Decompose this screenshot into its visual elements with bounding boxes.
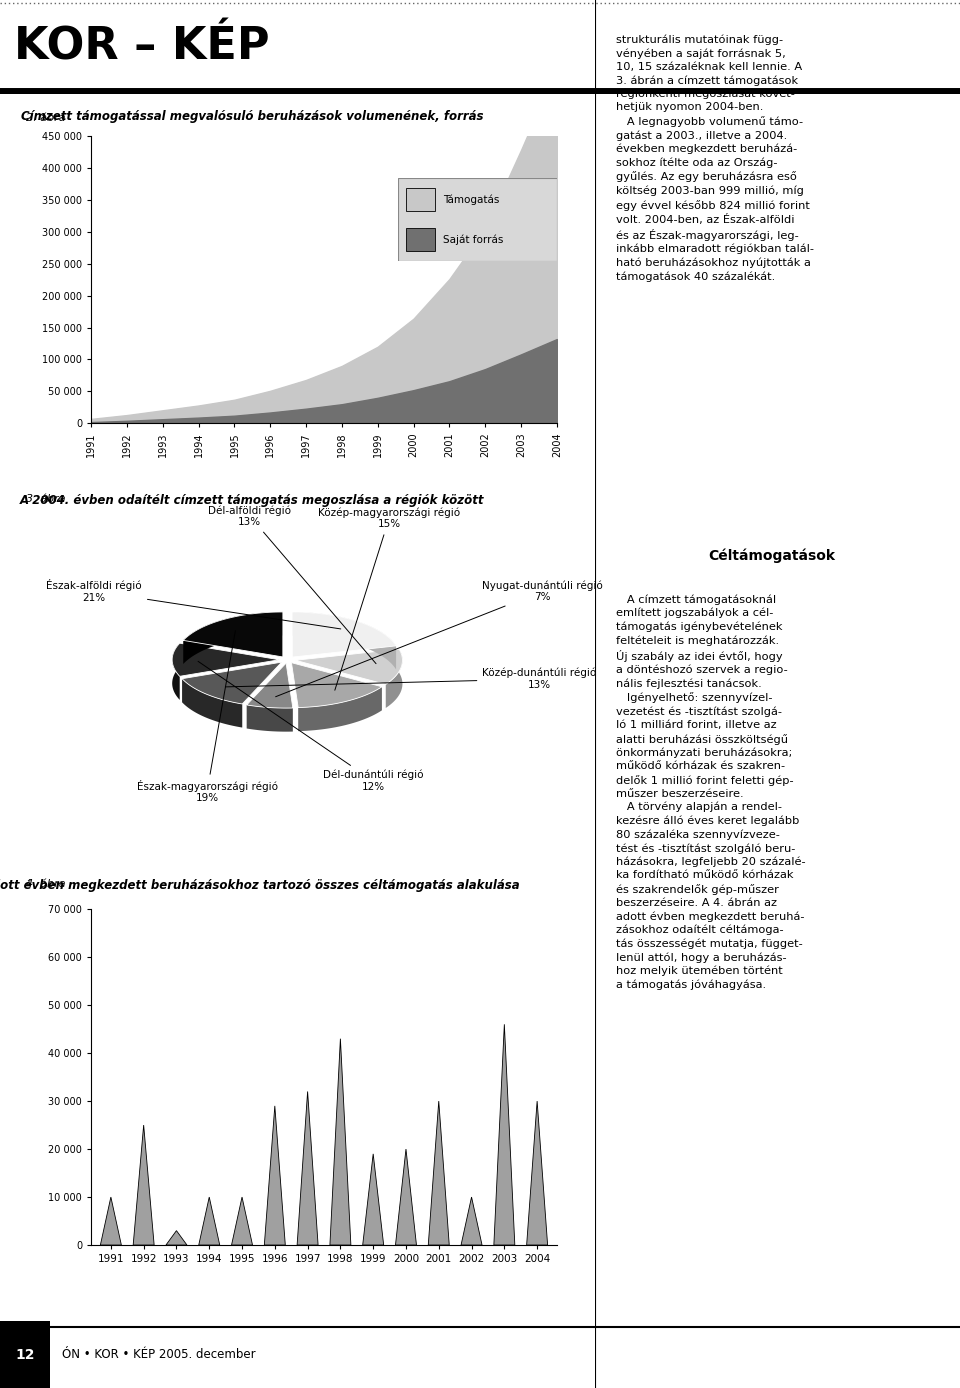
Text: strukturális mutatóinak függ-
vényében a saját forrásnak 5,
10, 15 százaléknak k: strukturális mutatóinak függ- vényében a… [616, 35, 814, 282]
Text: Adott évben megkezdett beruházásokhoz tartozó összes céltámogatás alakulása: Adott évben megkezdett beruházásokhoz ta… [0, 879, 520, 892]
Polygon shape [182, 679, 242, 727]
Text: Nyugat-dunántúli régió
7%: Nyugat-dunántúli régió 7% [276, 580, 603, 697]
Polygon shape [386, 650, 402, 708]
Text: 3. ábra: 3. ábra [26, 494, 65, 504]
Polygon shape [183, 612, 283, 663]
Text: Dél-alföldi régió
13%: Dél-alföldi régió 13% [208, 505, 376, 663]
Polygon shape [247, 663, 293, 708]
Text: Észak-magyarországi régió
19%: Észak-magyarországi régió 19% [136, 630, 277, 804]
Text: (millió Ft): (millió Ft) [220, 186, 285, 198]
Polygon shape [101, 1196, 121, 1245]
Polygon shape [199, 1196, 220, 1245]
Polygon shape [296, 650, 402, 684]
Polygon shape [172, 643, 279, 676]
Text: Észak-alföldi régió
21%: Észak-alföldi régió 21% [46, 579, 341, 629]
Bar [406, 187, 435, 211]
Polygon shape [461, 1196, 482, 1245]
Text: Közép-dunántúli régió
13%: Közép-dunántúli régió 13% [226, 668, 596, 690]
Polygon shape [264, 1106, 285, 1245]
Text: Közép-magyarországi régió
15%: Közép-magyarországi régió 15% [318, 507, 460, 690]
Polygon shape [247, 705, 293, 731]
Polygon shape [363, 1153, 384, 1245]
Polygon shape [396, 1149, 417, 1245]
Polygon shape [172, 643, 180, 700]
Polygon shape [183, 612, 283, 657]
Text: Céltámogatások: Céltámogatások [708, 548, 835, 562]
Text: (millió Ft-ban): (millió Ft-ban) [205, 911, 300, 923]
Polygon shape [166, 1231, 187, 1245]
Polygon shape [299, 687, 382, 731]
Polygon shape [182, 662, 281, 704]
Text: Támogatás: Támogatás [443, 194, 499, 204]
Polygon shape [292, 612, 396, 657]
Text: Dél-dunántúli régió
12%: Dél-dunántúli régió 12% [198, 661, 423, 793]
Polygon shape [493, 1024, 515, 1245]
Polygon shape [292, 612, 396, 669]
Text: 2. ábra: 2. ábra [26, 114, 65, 124]
Bar [406, 228, 435, 251]
Polygon shape [428, 1101, 449, 1245]
Text: A 2004. évben odaítélt címzett támogatás megoszlása a régiók között: A 2004. évben odaítélt címzett támogatás… [20, 494, 485, 508]
Text: ÓN • KOR • KÉP 2005. december: ÓN • KOR • KÉP 2005. december [62, 1348, 256, 1362]
Polygon shape [297, 1091, 318, 1245]
Polygon shape [133, 1126, 155, 1245]
Polygon shape [292, 662, 382, 708]
Text: Címzett támogatással megvalósuló beruházások volumenének, forrás: Címzett támogatással megvalósuló beruház… [21, 110, 484, 122]
FancyBboxPatch shape [398, 178, 557, 261]
Text: A címzett támogatásoknál
említett jogszabályok a cél-
támogatás igénybevételének: A címzett támogatásoknál említett jogsza… [616, 594, 806, 990]
Polygon shape [231, 1196, 252, 1245]
Text: KOR – KÉP: KOR – KÉP [14, 26, 270, 68]
Text: összetételének alakulása, göngyölítve: összetételének alakulása, göngyölítve [125, 149, 379, 161]
Text: Saját forrás: Saját forrás [443, 235, 503, 244]
Polygon shape [330, 1038, 351, 1245]
Text: 12: 12 [15, 1348, 35, 1362]
Polygon shape [527, 1101, 547, 1245]
Bar [0, 1321, 50, 1388]
Text: 4. ábra: 4. ábra [26, 879, 65, 888]
